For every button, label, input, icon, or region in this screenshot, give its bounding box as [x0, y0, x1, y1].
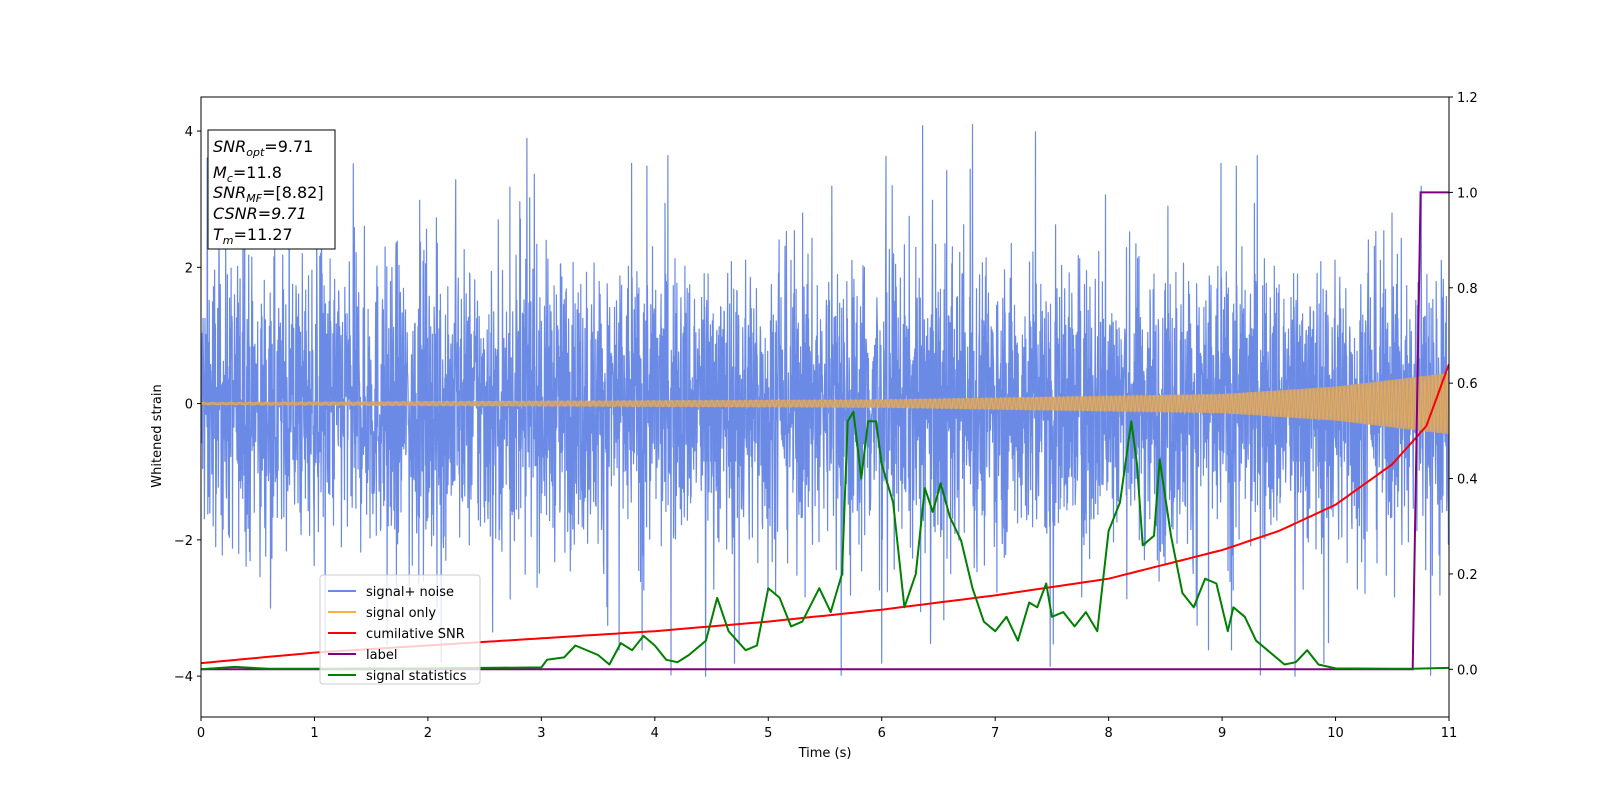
legend: signal+ noise signal only cumilative SNR la… [319, 574, 481, 685]
legend-label: cumilative SNR [366, 627, 465, 642]
info-snr-mf-subscript: MF [246, 192, 262, 205]
x-tick-label: 2 [424, 726, 432, 741]
x-tick-label: 8 [1104, 726, 1112, 741]
info-snr-mf-value: =[8.82] [262, 183, 324, 202]
info-box-frame [207, 129, 336, 250]
x-tick-label: 4 [651, 726, 659, 741]
legend-entry: cumilative SNR [328, 627, 465, 642]
y-tick-label: 2 [185, 261, 193, 276]
signal-statistics-line [201, 410, 1449, 671]
info-tm: Tm=11.27 [213, 225, 293, 247]
y-axis-label: Whitened strain [150, 384, 165, 487]
legend-label: signal only [366, 606, 436, 621]
y-axis-left: −4 −2 0 2 4 [174, 125, 201, 685]
info-snr-opt-symbol: SNR [213, 137, 246, 156]
y2-tick-label: 0.2 [1457, 568, 1478, 583]
x-tick-label: 6 [878, 726, 886, 741]
x-axis-label: Time (s) [798, 746, 852, 761]
info-snr-mf: SNRMF=[8.82] [213, 183, 324, 205]
signal-series-line [201, 373, 1449, 434]
legend-label: signal statistics [366, 669, 467, 684]
legend-frame [319, 574, 481, 685]
plot-frame [200, 96, 1450, 718]
info-snr-opt-subscript: opt [246, 146, 265, 159]
x-tick-label: 11 [1441, 726, 1458, 741]
x-tick-label: 7 [991, 726, 999, 741]
legend-entry: signal only [328, 606, 436, 621]
y-tick-label: −4 [174, 670, 193, 685]
x-tick-label: 9 [1218, 726, 1226, 741]
x-tick-label: 5 [764, 726, 772, 741]
legend-entry: signal+ noise [328, 585, 454, 600]
y-axis-right: 0.0 0.2 0.4 0.6 0.8 1.0 1.2 [1449, 91, 1478, 678]
signal-series-band [201, 372, 1449, 435]
y2-tick-label: 0.0 [1457, 663, 1478, 678]
info-tm-symbol: T [213, 225, 224, 244]
info-snr-opt-value: =9.71 [264, 137, 313, 156]
noise-series-line [201, 124, 1449, 677]
y2-tick-label: 1.2 [1457, 91, 1478, 106]
info-mc-symbol: M [213, 163, 227, 182]
info-mc-subscript: c [227, 172, 233, 185]
x-tick-label: 1 [310, 726, 318, 741]
y2-tick-label: 0.8 [1457, 282, 1478, 297]
legend-label: label [366, 648, 397, 663]
y-tick-label: 4 [185, 125, 193, 140]
info-mc: Mc=11.8 [213, 163, 282, 185]
legend-entry: label [328, 648, 397, 663]
x-tick-label: 10 [1327, 726, 1344, 741]
x-tick-label: 3 [537, 726, 545, 741]
label-line [201, 191, 1449, 671]
x-axis: 0 1 2 3 4 5 6 7 8 9 10 11 [197, 717, 1457, 741]
y2-tick-label: 0.4 [1457, 473, 1478, 488]
legend-label: signal+ noise [366, 585, 454, 600]
info-tm-subscript: m [223, 234, 234, 247]
y2-tick-label: 0.6 [1457, 377, 1478, 392]
y-tick-label: −2 [174, 534, 193, 549]
info-snr-opt: SNRopt=9.71 [213, 137, 313, 159]
info-tm-value: =11.27 [234, 225, 293, 244]
x-tick-label: 0 [197, 726, 205, 741]
y-tick-label: 0 [185, 398, 193, 413]
info-csnr: CSNR=9.71 [213, 204, 307, 223]
info-mc-value: =11.8 [233, 163, 282, 182]
info-snr-mf-symbol: SNR [213, 183, 246, 202]
legend-entry: signal statistics [328, 669, 467, 684]
y2-tick-label: 1.0 [1457, 186, 1478, 201]
info-box: SNRopt=9.71 Mc=11.8 SNRMF=[8.82] CSNR=9.… [207, 129, 336, 250]
